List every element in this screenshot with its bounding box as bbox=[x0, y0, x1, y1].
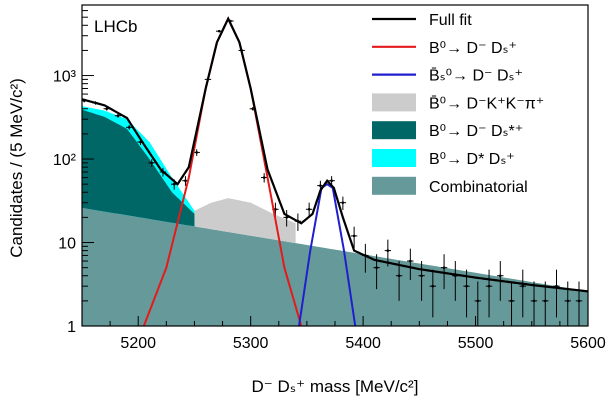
data-point-marker bbox=[330, 179, 333, 183]
data-point bbox=[395, 261, 403, 301]
y-tick-label: 10² bbox=[53, 152, 77, 169]
full-fit-curve bbox=[82, 16, 588, 293]
bs-signal-curve bbox=[298, 182, 357, 326]
data-point-marker bbox=[498, 274, 502, 278]
legend-swatch-fill bbox=[372, 121, 416, 140]
legend-label: B⁰→ D⁻ Dₛ⁺ bbox=[429, 40, 517, 57]
data-point-marker bbox=[172, 182, 176, 186]
data-point-marker bbox=[274, 207, 277, 211]
legend-label: Full fit bbox=[429, 12, 472, 29]
y-axis-label: Candidates / (5 MeV/c²) bbox=[7, 78, 26, 258]
data-point-marker bbox=[420, 274, 423, 278]
data-point-marker bbox=[409, 259, 412, 263]
data-point-marker bbox=[262, 176, 266, 179]
data-point-marker bbox=[577, 299, 581, 303]
data-point bbox=[463, 269, 470, 318]
axis-ticks: 5200 5300 5400 5500 5600 1 10 10² 10³ bbox=[53, 4, 606, 352]
data-point bbox=[575, 281, 583, 326]
data-point-marker bbox=[543, 299, 547, 303]
data-point bbox=[339, 196, 347, 210]
data-point-marker bbox=[532, 299, 536, 303]
data-point-marker bbox=[521, 284, 525, 288]
fit-components bbox=[82, 106, 588, 326]
x-tick-label: 5600 bbox=[570, 335, 606, 352]
data-point-marker bbox=[510, 299, 513, 303]
data-point-marker bbox=[184, 179, 187, 183]
data-point-marker bbox=[386, 249, 390, 252]
data-point-marker bbox=[442, 266, 446, 269]
legend-label: Combinatorial bbox=[429, 179, 528, 196]
legend-swatch-fill bbox=[372, 93, 416, 112]
data-point-marker bbox=[319, 184, 322, 187]
data-point-marker bbox=[217, 29, 221, 33]
data-point-marker bbox=[476, 299, 480, 303]
x-tick-label: 5200 bbox=[120, 335, 156, 352]
data-point bbox=[126, 125, 133, 130]
data-point bbox=[485, 269, 493, 318]
data-point bbox=[148, 159, 155, 167]
data-point bbox=[564, 281, 571, 326]
data-point-marker bbox=[116, 114, 120, 118]
data-point-marker bbox=[375, 266, 378, 269]
fit-curves bbox=[82, 16, 588, 326]
data-point bbox=[508, 281, 515, 326]
legend-label: B⁰→ D* Dₛ⁺ bbox=[429, 151, 515, 168]
legend-swatch-fill bbox=[372, 176, 416, 195]
data-point bbox=[350, 226, 358, 249]
data-point-marker bbox=[195, 151, 198, 154]
data-point-marker bbox=[307, 207, 311, 211]
data-point-marker bbox=[341, 201, 345, 204]
data-point-marker bbox=[150, 161, 154, 165]
legend-swatch-fill bbox=[372, 149, 416, 167]
data-point bbox=[260, 173, 268, 183]
legend: Full fit B⁰→ D⁻ Dₛ⁺ B̄ₛ⁰→ D⁻ Dₛ⁺ B̄⁰→ D⁻K⁺K… bbox=[372, 12, 544, 196]
data-point-marker bbox=[566, 299, 570, 303]
data-point-marker bbox=[352, 234, 356, 238]
data-point bbox=[429, 269, 437, 318]
data-point-marker bbox=[127, 125, 131, 129]
data-point bbox=[440, 254, 448, 290]
data-point bbox=[418, 261, 425, 301]
x-tick-label: 5500 bbox=[458, 335, 494, 352]
y-tick-label: 10³ bbox=[53, 69, 77, 86]
data-points bbox=[82, 19, 583, 326]
data-point-marker bbox=[487, 284, 491, 288]
data-point bbox=[474, 281, 482, 326]
data-point bbox=[530, 281, 538, 326]
y-tick-label: 10 bbox=[58, 236, 76, 253]
data-point bbox=[519, 269, 526, 318]
x-axis-label: D⁻ Dₛ⁺ mass [MeV/c²] bbox=[252, 377, 419, 396]
combinatorial-fill bbox=[82, 207, 588, 326]
legend-label: B̄⁰→ D⁻K⁺K⁻π⁺ bbox=[429, 95, 544, 112]
data-point bbox=[305, 202, 313, 218]
experiment-label: LHCb bbox=[94, 17, 137, 36]
y-tick-label: 1 bbox=[67, 319, 76, 336]
d-dsstar-fill bbox=[82, 109, 195, 227]
x-tick-label: 5300 bbox=[233, 335, 269, 352]
legend-label: B̄ₛ⁰→ D⁻ Dₛ⁺ bbox=[429, 67, 523, 84]
data-point-marker bbox=[397, 274, 401, 278]
x-tick-label: 5400 bbox=[345, 335, 381, 352]
data-point bbox=[407, 248, 414, 281]
data-point bbox=[542, 281, 549, 326]
data-point-marker bbox=[431, 284, 435, 288]
data-point bbox=[114, 113, 122, 118]
legend-label: B⁰→ D⁻ Dₛ*⁺ bbox=[429, 123, 523, 140]
dkkpi-fill bbox=[171, 198, 296, 244]
data-point-marker bbox=[465, 284, 468, 288]
